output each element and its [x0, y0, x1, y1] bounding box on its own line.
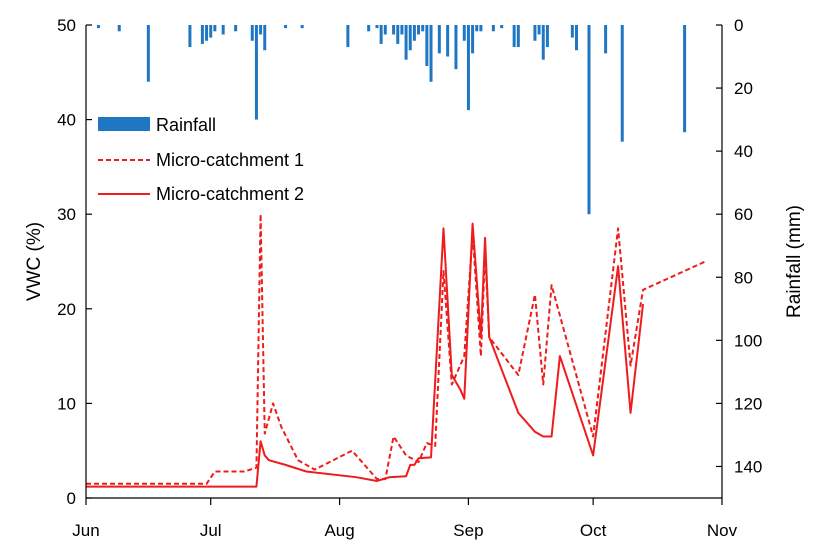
rainfall-bar [375, 25, 379, 29]
x-tick-label: Sep [453, 521, 483, 540]
rainfall-bar [620, 25, 624, 142]
rainfall-bar [284, 25, 288, 29]
left-axis-title: VWC (%) [24, 222, 45, 301]
rainfall-bar [683, 25, 687, 133]
rainfall-bar [221, 25, 225, 35]
rainfall-bar [446, 25, 450, 57]
micro-catchment-1-line [86, 213, 706, 485]
rainfall-bar [96, 25, 100, 29]
rainfall-bar [491, 25, 495, 32]
rainfall-bar [205, 25, 209, 41]
rainfall-bar [604, 25, 608, 54]
rainfall-bar [512, 25, 516, 48]
legend-label: Rainfall [156, 115, 216, 135]
x-tick-label: Jul [200, 521, 222, 540]
right-tick-label: 20 [734, 79, 753, 98]
legend-label: Micro-catchment 1 [156, 150, 304, 170]
rainfall-bar [379, 25, 383, 44]
rainfall-bar [400, 25, 404, 35]
rainfall-bar [412, 25, 416, 41]
rainfall-bar [545, 25, 549, 48]
rainfall-bar [429, 25, 433, 82]
vwc-lines [86, 213, 706, 488]
right-tick-label: 80 [734, 268, 753, 287]
rainfall-bar [462, 25, 466, 41]
x-tick-label: Aug [324, 521, 354, 540]
right-tick-label: 100 [734, 331, 762, 350]
rainfall-bar [437, 25, 441, 54]
rainfall-bar [404, 25, 408, 60]
rainfall-bar [587, 25, 591, 215]
rainfall-bar [146, 25, 150, 82]
legend: Rainfall Micro-catchment 1 Micro-catchment… [98, 115, 304, 204]
rainfall-bar [541, 25, 545, 60]
rainfall-bar [516, 25, 520, 48]
rainfall-bar [475, 25, 479, 32]
rainfall-bar [417, 25, 421, 35]
rainfall-bar [209, 25, 213, 38]
rainfall-bar [466, 25, 470, 111]
rainfall-bar [250, 25, 254, 41]
x-tick-label: Nov [707, 521, 738, 540]
left-tick-label: 40 [57, 111, 76, 130]
rainfall-bar [200, 25, 204, 44]
axes: 0 10 20 30 40 50 0 20 40 60 80 100 120 140 Jun Jul Aug Se… [24, 16, 805, 540]
right-tick-label: 120 [734, 394, 762, 413]
rainfall-bar [392, 25, 396, 35]
rainfall-bar [213, 25, 217, 32]
rainfall-bar [188, 25, 192, 48]
right-axis-title: Rainfall (mm) [784, 205, 805, 318]
rainfall-bar [254, 25, 258, 120]
rainfall-bar [346, 25, 350, 48]
left-tick-label: 30 [57, 205, 76, 224]
rainfall-bar [396, 25, 400, 44]
x-tick-label: Oct [580, 521, 607, 540]
rainfall-bar [263, 25, 267, 51]
right-tick-label: 40 [734, 142, 753, 161]
rainfall-bar [570, 25, 574, 38]
rainfall-bar [408, 25, 412, 51]
rainfall-bar [533, 25, 537, 41]
rainfall-bar [300, 25, 304, 29]
x-tick-label: Jun [72, 521, 99, 540]
rainfall-bar [367, 25, 371, 32]
right-tick-label: 0 [734, 16, 743, 35]
rainfall-bars [96, 25, 687, 215]
right-tick-label: 140 [734, 457, 762, 476]
rainfall-bar [117, 25, 121, 32]
rainfall-bar [234, 25, 238, 32]
rainfall-bar [471, 25, 475, 54]
rainfall-bar [425, 25, 429, 66]
left-tick-label: 50 [57, 16, 76, 35]
left-tick-label: 10 [57, 394, 76, 413]
rainfall-bar [259, 25, 263, 35]
rainfall-bar [479, 25, 483, 32]
micro-catchment-2-line [86, 222, 645, 488]
rainfall-bar [500, 25, 504, 29]
left-tick-label: 0 [67, 489, 76, 508]
rainfall-bar [575, 25, 579, 51]
rainfall-bar [421, 25, 425, 32]
legend-rainfall-swatch [98, 117, 150, 131]
rainfall-bar [383, 25, 387, 35]
rainfall-bar [537, 25, 541, 35]
legend-label: Micro-catchment 2 [156, 184, 304, 204]
rainfall-bar [454, 25, 458, 70]
right-tick-label: 60 [734, 205, 753, 224]
left-tick-label: 20 [57, 300, 76, 319]
